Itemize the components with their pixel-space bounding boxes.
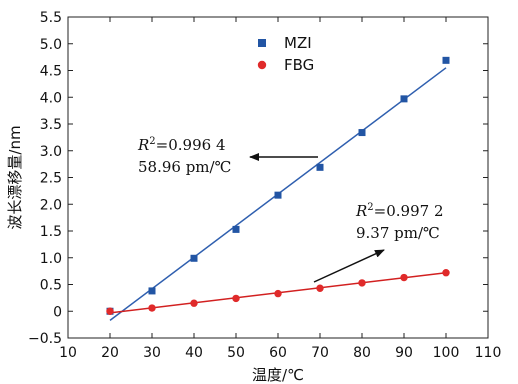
legend-label-fbg: FBG — [284, 56, 314, 74]
fbg-point — [274, 289, 282, 298]
axes-layer: 10 20 30 40 50 60 70 80 90 100 110 −0.5 0 0.5 1.0 1.5 2.… — [6, 10, 501, 384]
y-tick-label: 4.5 — [40, 64, 62, 80]
y-tick-label: 0 — [53, 304, 62, 320]
fbg-point — [316, 284, 324, 292]
fbg-point — [358, 279, 366, 287]
annotation-slope-0: 58.96 pm/℃ — [138, 158, 231, 176]
x-tick-label: 80 — [353, 345, 371, 361]
data-points-layer — [106, 56, 450, 315]
legend-label-mzi: MZI — [284, 34, 312, 52]
annotation-r-superscript: 2 — [367, 202, 373, 213]
fbg-point — [190, 299, 198, 307]
annotation-arrow-fbg — [313, 249, 385, 283]
y-tick-label: 2.0 — [40, 197, 62, 213]
fbg-point — [106, 307, 114, 315]
x-tick-label: 110 — [475, 345, 502, 361]
fbg-point — [400, 273, 408, 282]
annotation-r2-1: R2=0.997 2 — [355, 202, 444, 220]
x-tick-label: 50 — [227, 345, 245, 361]
fbg-point — [442, 269, 450, 277]
annotation-r2-value: =0.997 2 — [374, 202, 444, 220]
plot-frame — [67, 16, 489, 339]
y-tick-label: 5.0 — [40, 37, 62, 53]
mzi-point — [190, 254, 198, 262]
fbg-point — [148, 304, 156, 312]
x-tick-label: 70 — [311, 345, 329, 361]
y-axis-title: 波长漂移量/nm — [6, 125, 24, 229]
x-tick-label: 100 — [433, 345, 460, 361]
mzi-point — [358, 129, 366, 137]
mzi-point — [400, 95, 408, 103]
y-tick-label: 1.0 — [40, 251, 62, 267]
legend-marker-mzi — [258, 39, 266, 47]
mzi-point — [274, 191, 282, 199]
x-tick-label: 30 — [143, 345, 161, 361]
x-axis-title: 温度/℃ — [252, 366, 304, 384]
y-tick-label: 0.5 — [40, 278, 62, 294]
x-tick-label: 40 — [185, 345, 203, 361]
annotation-r2-value: =0.996 4 — [156, 136, 226, 154]
x-tick-label: 90 — [395, 345, 413, 361]
annotation-slope-1: 9.37 pm/℃ — [356, 224, 440, 242]
y-tick-label: 5.5 — [40, 10, 62, 26]
annotation-r-symbol: R — [137, 136, 149, 154]
y-tick-label: 3.5 — [40, 117, 62, 133]
legend-marker-fbg — [257, 60, 267, 70]
x-tick-label: 20 — [101, 345, 119, 361]
y-tick-label: 4.0 — [40, 90, 62, 106]
fbg-point — [232, 294, 240, 303]
x-tick-label: 60 — [269, 345, 287, 361]
y-tick-label: 3.0 — [40, 144, 62, 160]
legend: MZI FBG — [257, 34, 314, 74]
y-tick-label: 1.5 — [40, 224, 62, 240]
mzi-point — [232, 225, 240, 233]
annotation-r-symbol: R — [355, 202, 367, 220]
annotation-r2-0: R2=0.996 4 — [137, 136, 226, 154]
y-tick-label: −0.5 — [28, 331, 62, 347]
mzi-point — [442, 56, 450, 64]
y-tick-label: 2.5 — [40, 171, 62, 187]
annotation-r-superscript: 2 — [149, 136, 155, 147]
x-tick-label: 10 — [59, 345, 77, 361]
mzi-point — [316, 163, 324, 171]
annotations-layer: R2=0.996 458.96 pm/℃R2=0.997 29.37 pm/℃ — [137, 136, 444, 283]
mzi-point — [148, 287, 156, 295]
